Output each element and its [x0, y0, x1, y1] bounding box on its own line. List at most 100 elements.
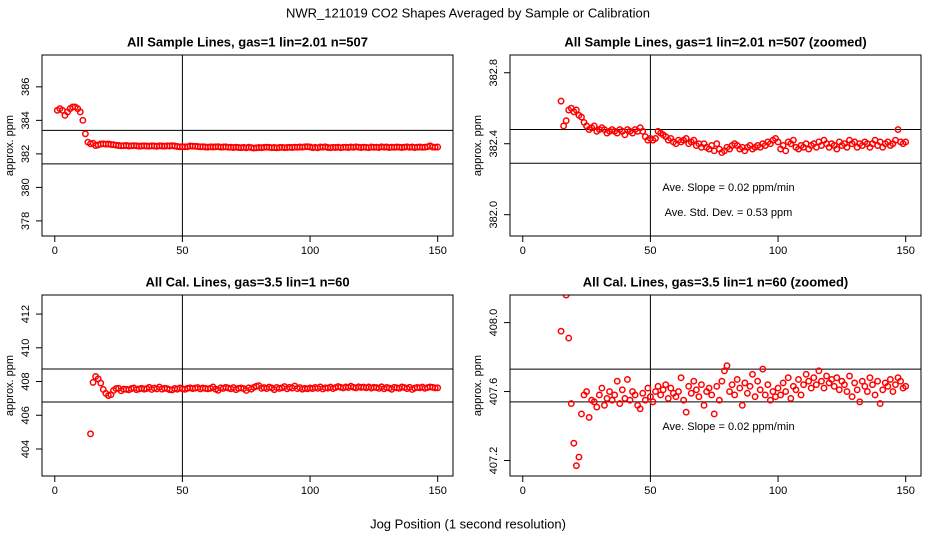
point [830, 382, 838, 390]
point [434, 143, 442, 151]
point [777, 391, 785, 399]
point [590, 398, 598, 406]
annotation: Ave. Slope = 0.02 ppm/min [662, 421, 794, 433]
point [578, 410, 585, 418]
point [746, 382, 754, 390]
point [708, 391, 716, 399]
point [902, 382, 910, 390]
point [876, 400, 884, 408]
point [621, 131, 629, 139]
y-tick-label: 407.6 [488, 378, 500, 406]
x-tick-label: 150 [897, 485, 915, 497]
point [561, 268, 566, 273]
point [631, 391, 639, 399]
point [595, 391, 603, 399]
point [779, 142, 787, 149]
point [567, 400, 575, 408]
point [731, 391, 739, 399]
annotation: Ave. Slope = 0.02 ppm/min [662, 182, 794, 194]
point [664, 394, 672, 402]
plot-area [510, 268, 921, 476]
annotation: Ave. Std. Dev. = 0.53 ppm [665, 207, 793, 219]
point [583, 388, 591, 395]
y-tick-label: 382.0 [488, 201, 500, 229]
point [646, 393, 654, 401]
x-tick-label: 150 [897, 245, 915, 257]
point [662, 381, 670, 389]
point [797, 391, 805, 399]
point [698, 381, 705, 389]
point [846, 372, 853, 380]
point [672, 393, 680, 401]
panel: All Sample Lines, gas=1 lin=2.01 n=507 (… [472, 34, 922, 257]
point [726, 388, 733, 395]
point [897, 377, 905, 385]
y-axis-label: approx. ppm [472, 355, 484, 416]
y-tick-label: 382.4 [488, 130, 500, 158]
point [713, 382, 721, 390]
point [779, 379, 787, 387]
point [810, 374, 818, 382]
point [823, 372, 830, 380]
x-tick-label: 50 [644, 485, 656, 497]
x-tick-label: 0 [520, 245, 526, 257]
plot-area [42, 55, 453, 236]
point [756, 386, 764, 394]
x-tick-label: 100 [301, 485, 319, 497]
plot-frame [41, 54, 454, 237]
point [89, 378, 97, 386]
point [644, 384, 652, 392]
point [784, 374, 792, 382]
y-tick-label: 407.2 [488, 447, 500, 475]
point [787, 394, 795, 402]
point [565, 334, 573, 342]
point [572, 106, 580, 114]
plot-area [510, 55, 921, 236]
y-tick-label: 382 [20, 145, 32, 163]
panel-title: All Sample Lines, gas=1 lin=2.01 n=507 (… [564, 34, 866, 49]
point [557, 97, 565, 105]
point [843, 143, 851, 151]
point [886, 376, 894, 383]
point [820, 384, 828, 392]
point [856, 398, 864, 406]
x-tick-label: 0 [52, 245, 58, 257]
point [626, 396, 634, 404]
point [710, 410, 718, 418]
point [764, 381, 772, 389]
point [782, 147, 790, 155]
point [715, 396, 723, 404]
panel: All Sample Lines, gas=1 lin=2.01 n=507 ap… [4, 34, 454, 257]
point [636, 405, 644, 413]
point [598, 384, 606, 392]
x-tick-label: 150 [429, 485, 447, 497]
point [713, 140, 721, 148]
y-axis-label: approx. ppm [4, 115, 16, 176]
y-tick-label: 386 [20, 78, 32, 96]
point [833, 145, 841, 153]
point [759, 365, 767, 373]
point [802, 370, 810, 378]
y-tick-label: 384 [20, 111, 32, 129]
point [718, 377, 726, 385]
x-axis-label: Jog Position (1 second resolution) [370, 516, 566, 531]
point [866, 374, 874, 382]
point [815, 367, 823, 375]
y-tick-label: 412 [20, 305, 32, 323]
point [685, 382, 693, 390]
point [807, 384, 815, 392]
point [738, 401, 746, 409]
point [590, 122, 598, 130]
point [431, 384, 439, 392]
point [611, 391, 619, 399]
point [677, 374, 685, 382]
point [652, 388, 659, 395]
point [79, 116, 87, 124]
plot-frame [509, 54, 922, 237]
point [562, 117, 570, 125]
point [833, 374, 841, 382]
point [682, 134, 690, 142]
point [649, 398, 657, 406]
point [817, 377, 825, 385]
